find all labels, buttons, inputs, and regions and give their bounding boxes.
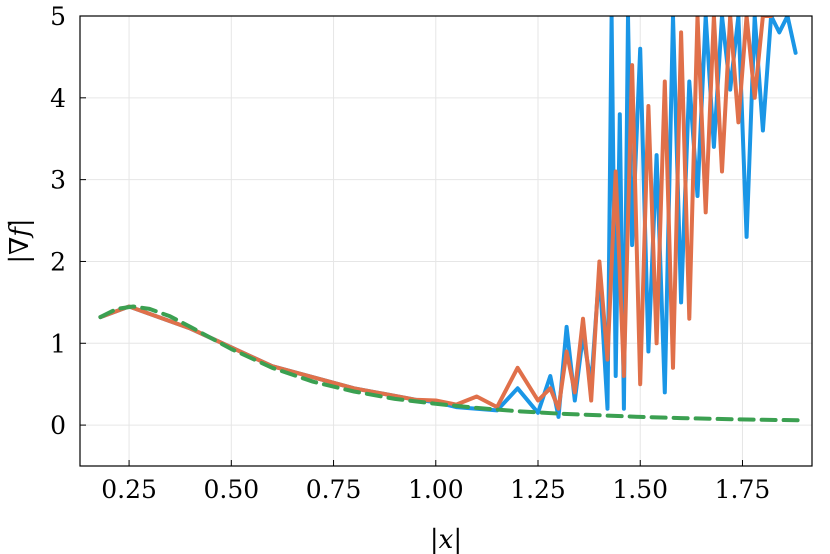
- x-axis-label: |x|: [430, 525, 462, 554]
- tick-labels: 0.25 0.50 0.75 1.00 1.25 1.50 1.75 0 1 2 3 4 5: [50, 2, 770, 504]
- x-tick-label: 1.75: [715, 475, 771, 504]
- series-line-3: [98, 304, 806, 423]
- x-tick-label: 1.00: [408, 475, 464, 504]
- x-tick-label: 0.75: [306, 475, 362, 504]
- y-tick-label: 3: [50, 166, 66, 195]
- x-tick-label: 1.25: [510, 475, 566, 504]
- y-axis-label: |∇f|: [5, 218, 35, 263]
- series-layer: [98, 16, 806, 423]
- tick-marks: [80, 15, 743, 466]
- y-tick-label: 2: [50, 247, 66, 276]
- y-tick-label: 4: [50, 84, 66, 113]
- y-tick-label: 5: [50, 2, 66, 31]
- y-tick-label: 0: [50, 411, 66, 440]
- x-tick-label: 0.25: [101, 475, 157, 504]
- x-tick-label: 0.50: [203, 475, 259, 504]
- plot-frame: [79, 15, 813, 467]
- y-tick-label: 1: [50, 329, 66, 358]
- x-tick-label: 1.50: [612, 475, 668, 504]
- series-line-2: [98, 16, 774, 411]
